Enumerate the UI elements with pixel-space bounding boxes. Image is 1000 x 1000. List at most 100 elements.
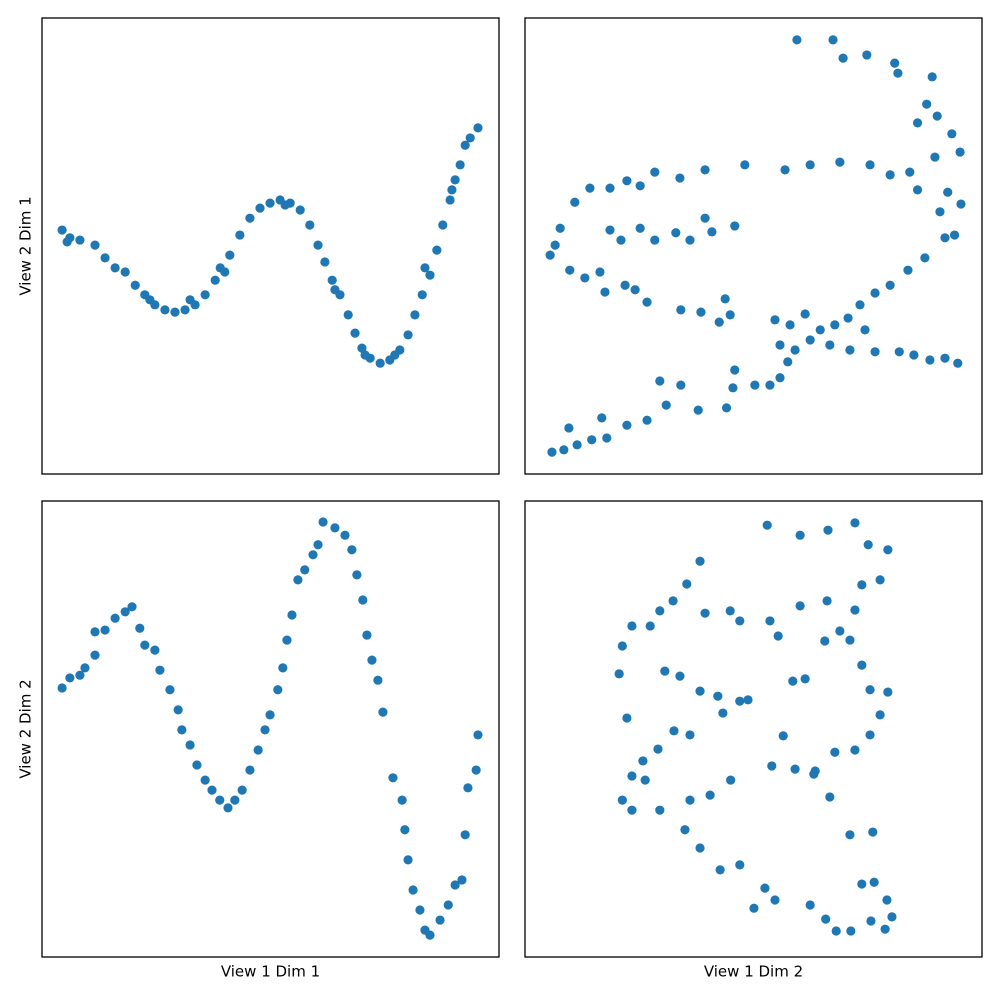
point	[420, 263, 430, 273]
point	[700, 608, 710, 618]
point	[846, 926, 856, 936]
point	[460, 830, 470, 840]
point	[943, 187, 953, 197]
point	[555, 223, 565, 233]
point	[287, 610, 297, 620]
point	[735, 616, 745, 626]
point	[815, 325, 825, 335]
point	[820, 636, 830, 646]
point	[260, 725, 270, 735]
point	[378, 707, 388, 717]
point	[809, 769, 819, 779]
point	[460, 140, 470, 150]
point	[120, 607, 130, 617]
point	[545, 250, 555, 260]
point	[605, 225, 615, 235]
point	[473, 730, 483, 740]
point	[695, 556, 705, 566]
point	[617, 795, 627, 805]
point	[425, 270, 435, 280]
point	[100, 253, 110, 263]
point	[893, 68, 903, 78]
point	[253, 745, 263, 755]
point	[805, 160, 815, 170]
point	[192, 760, 202, 770]
point	[760, 883, 770, 893]
point	[155, 665, 165, 675]
point	[450, 175, 460, 185]
point	[680, 825, 690, 835]
point	[828, 35, 838, 45]
point	[788, 676, 798, 686]
point	[735, 860, 745, 870]
point	[675, 173, 685, 183]
point	[905, 167, 915, 177]
point	[559, 445, 569, 455]
point	[627, 805, 637, 815]
point	[245, 765, 255, 775]
point	[360, 350, 370, 360]
point	[622, 713, 632, 723]
point	[775, 373, 785, 383]
point	[855, 300, 865, 310]
point	[235, 230, 245, 240]
x-axis-label: View 1 Dim 2	[704, 963, 803, 981]
point	[940, 353, 950, 363]
point	[795, 601, 805, 611]
point	[572, 440, 582, 450]
point	[932, 111, 942, 121]
point	[749, 903, 759, 913]
point	[425, 930, 435, 940]
point	[669, 726, 679, 736]
y-axis-label: View 2 Dim 1	[17, 196, 35, 295]
point	[792, 35, 802, 45]
point	[762, 520, 772, 530]
point	[778, 731, 788, 741]
point	[140, 640, 150, 650]
point	[743, 695, 753, 705]
point	[830, 747, 840, 757]
point	[676, 380, 686, 390]
point	[375, 358, 385, 368]
point	[912, 185, 923, 195]
point	[455, 160, 465, 170]
point	[645, 621, 655, 631]
point	[866, 916, 876, 926]
point	[770, 895, 780, 905]
point	[671, 228, 681, 238]
point	[865, 685, 875, 695]
point	[388, 773, 398, 783]
y-axis-label: View 2 Dim 2	[17, 679, 35, 778]
point	[408, 885, 418, 895]
point	[120, 267, 130, 277]
point	[655, 805, 665, 815]
point	[725, 606, 735, 616]
point	[245, 213, 255, 223]
point	[627, 771, 637, 781]
point	[653, 744, 663, 754]
point	[869, 877, 879, 887]
point	[882, 895, 892, 905]
point	[700, 165, 710, 175]
point	[305, 220, 315, 230]
point	[57, 683, 67, 693]
point	[570, 197, 580, 207]
point	[617, 641, 627, 651]
point	[835, 626, 845, 636]
point	[685, 795, 695, 805]
point	[160, 305, 170, 315]
point	[830, 320, 840, 330]
point	[587, 435, 597, 445]
point	[909, 350, 919, 360]
point	[265, 198, 275, 208]
point	[685, 235, 695, 245]
point	[783, 357, 793, 367]
point	[220, 267, 230, 277]
point	[318, 517, 328, 527]
point	[352, 570, 362, 580]
point	[80, 663, 90, 673]
point	[850, 518, 860, 528]
point	[223, 803, 233, 813]
point	[200, 775, 210, 785]
